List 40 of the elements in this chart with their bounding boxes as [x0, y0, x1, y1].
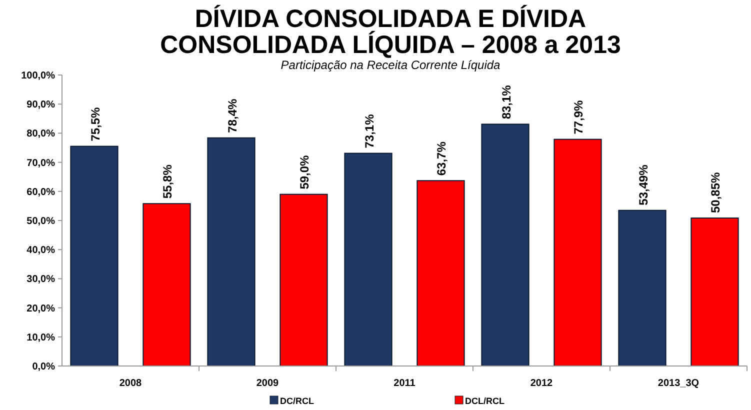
y-tick-label: 80,0% [26, 128, 56, 140]
data-label: 50,85% [708, 172, 723, 214]
y-tick-label: 90,0% [26, 100, 56, 111]
bar [344, 152, 392, 366]
bar [618, 210, 666, 366]
data-label: 77,9% [572, 100, 586, 134]
bar [481, 124, 530, 366]
bar [554, 138, 602, 366]
y-tick-label: 20,0% [26, 303, 56, 314]
data-label: 75,5% [88, 106, 102, 142]
legend-label: DCL/RCL [465, 396, 505, 406]
y-tick-label: 40,0% [26, 245, 56, 256]
x-tick-label: 2008 [119, 378, 142, 389]
legend-label: DC/RCL [280, 396, 314, 406]
data-label: 59,0% [298, 154, 312, 190]
y-tick-label: 10,0% [26, 332, 56, 344]
y-tick-label: 60,0% [26, 186, 56, 198]
x-tick-label: 2012 [530, 378, 554, 389]
x-tick-label: 2009 [256, 378, 280, 389]
data-label: 55,8% [160, 164, 175, 199]
bar [207, 137, 256, 366]
bar [690, 218, 739, 366]
data-label: 78,4% [225, 98, 240, 133]
bar [416, 180, 465, 366]
data-label: 83,1% [499, 84, 514, 120]
y-tick-label: 30,0% [26, 274, 56, 286]
y-tick-label: 0,0% [32, 362, 56, 372]
bar [280, 194, 328, 366]
y-tick-label: 50,0% [26, 216, 56, 227]
data-label: 73,1% [362, 114, 376, 148]
chart-subtitle: Participação na Receita Corrente Líquida [280, 58, 501, 72]
data-label: 53,49% [636, 164, 650, 206]
bar [142, 203, 191, 366]
y-tick-label: 70,0% [26, 158, 56, 169]
y-tick-label: 100,0% [21, 70, 56, 82]
bar [70, 146, 118, 366]
x-tick-label: 2013_3Q [658, 378, 700, 389]
chart-title: DÍVIDA CONSOLIDADA E DÍVIDA CONSOLIDADA LÍQUIDA – 2008 a 2013 [160, 4, 621, 59]
data-label: 63,7% [434, 141, 449, 176]
x-tick-label: 2011 [394, 378, 416, 389]
